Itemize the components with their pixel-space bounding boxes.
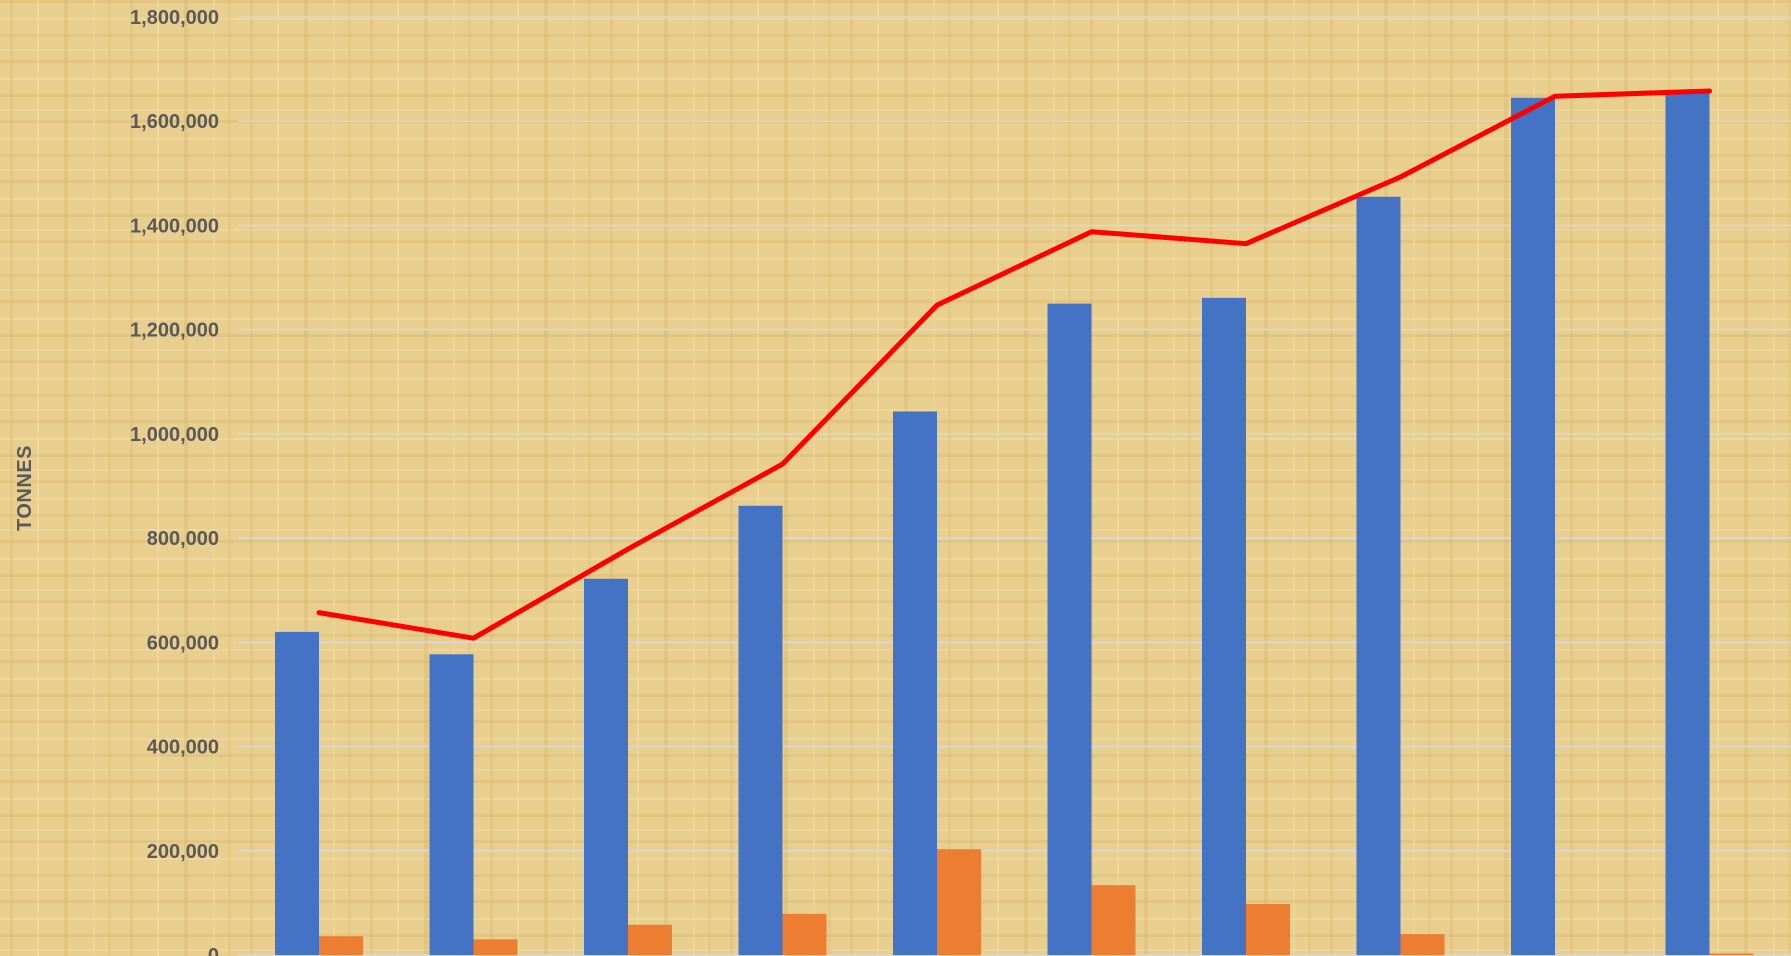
bar-series-2 xyxy=(782,913,827,955)
y-tick-label: 1,400,000 xyxy=(130,215,219,237)
y-axis-title: TONNES xyxy=(14,445,36,531)
y-tick-label: 600,000 xyxy=(147,632,219,654)
y-tick-label: 1,800,000 xyxy=(130,7,219,29)
y-tick-label: 1,200,000 xyxy=(130,320,219,342)
line-series-path xyxy=(316,88,1712,641)
bar-series-1 xyxy=(738,505,783,955)
bars xyxy=(275,90,1754,956)
bar-series-1 xyxy=(1665,90,1710,955)
bar-series-2 xyxy=(319,936,363,955)
bar-series-2 xyxy=(1709,953,1754,955)
y-tick-label: 1,600,000 xyxy=(130,111,219,133)
bar-series-2 xyxy=(937,849,981,955)
bar-series-1 xyxy=(584,578,628,955)
bar-series-1 xyxy=(429,654,474,955)
bar-series-1 xyxy=(1511,97,1555,956)
bar-series-2 xyxy=(1091,885,1136,955)
y-axis-ticks: 0 200,000 400,000 600,000 800,000 1,000,000 1,… xyxy=(130,7,219,956)
y-tick-label: 0 xyxy=(208,945,219,956)
y-tick-label: 1,000,000 xyxy=(130,424,219,446)
bar-series-1 xyxy=(1202,297,1246,955)
bar-series-1 xyxy=(275,631,319,955)
bar-series-1 xyxy=(893,411,937,956)
y-tick-label: 200,000 xyxy=(147,841,219,863)
bar-series-2 xyxy=(473,939,518,955)
y-tick-label: 400,000 xyxy=(147,737,219,759)
bar-series-2 xyxy=(1400,934,1445,955)
bar-series-1 xyxy=(1047,303,1092,956)
line-series xyxy=(316,88,1712,641)
bar-series-2 xyxy=(628,924,672,955)
y-tick-label: 800,000 xyxy=(147,528,219,550)
bar-series-2 xyxy=(1246,903,1290,955)
bar-series-1 xyxy=(1356,196,1401,956)
